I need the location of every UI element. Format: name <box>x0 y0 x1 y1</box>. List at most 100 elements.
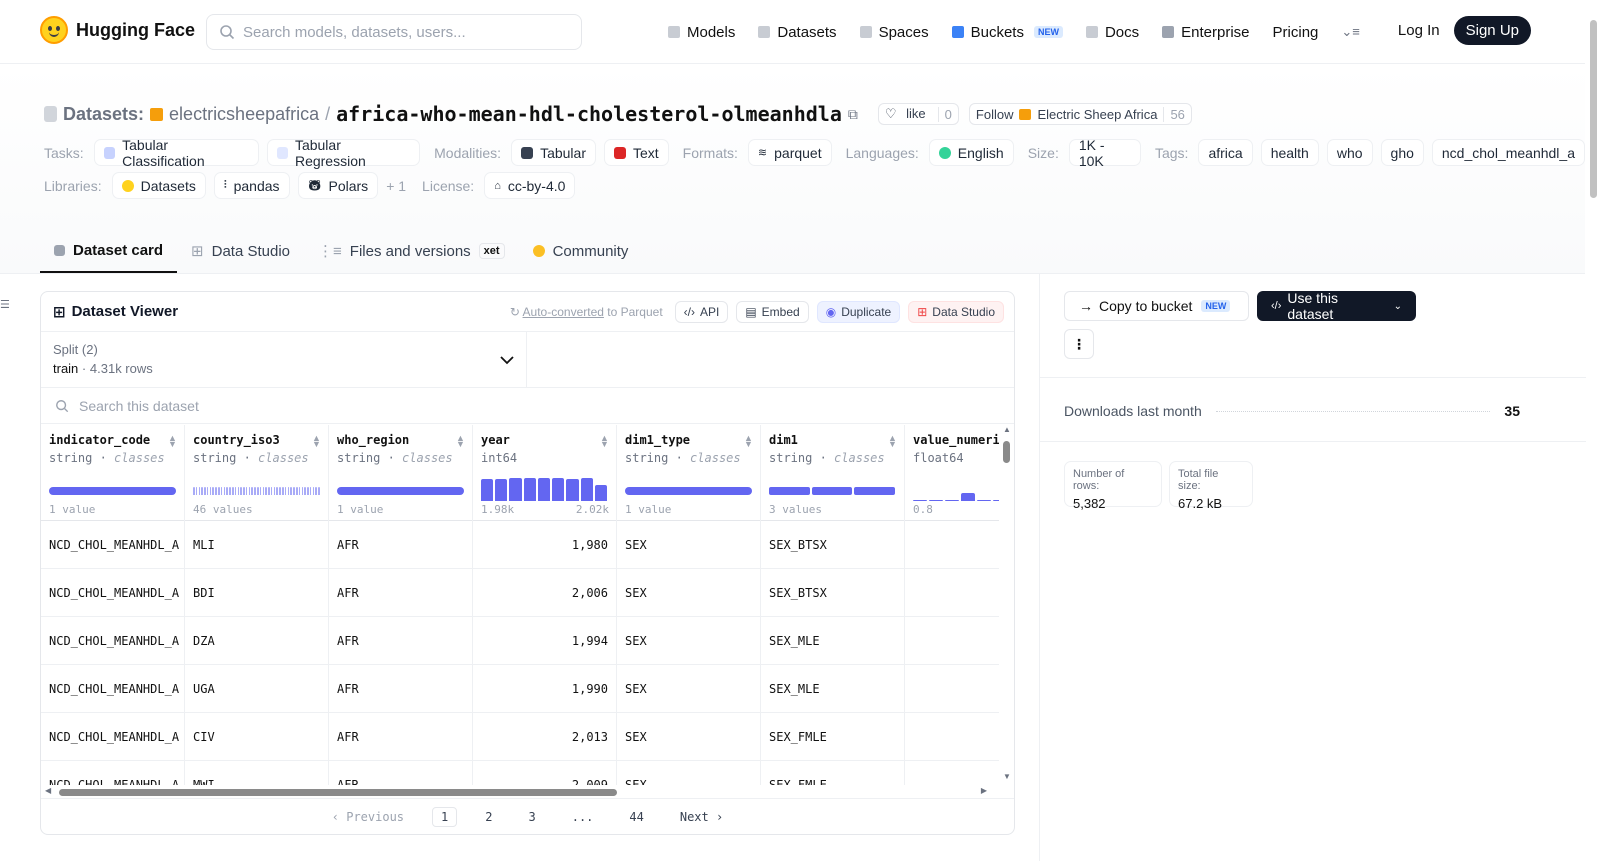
histogram-bar[interactable] <box>223 487 226 495</box>
histogram-bar[interactable] <box>945 500 959 501</box>
histogram-bar[interactable] <box>204 487 206 495</box>
table-cell[interactable]: NCD_CHOL_MEANHDL_A <box>41 761 184 786</box>
page-44-button[interactable]: 44 <box>629 809 644 824</box>
histogram-bar[interactable] <box>193 487 195 495</box>
use-this-dataset-button[interactable]: ‹/› Use this dataset ⌄ <box>1257 290 1416 322</box>
column-header[interactable]: who_region string · classes ▲ ▼ 1 value <box>329 425 472 521</box>
histogram-bar[interactable] <box>251 487 253 495</box>
table-cell[interactable]: SEX <box>617 665 760 713</box>
like-button[interactable]: ♡ like 0 <box>877 103 959 125</box>
more-options-button[interactable]: ⋮ <box>1064 329 1094 359</box>
column-header[interactable]: dim1_type string · classes ▲ ▼ 1 value <box>617 425 760 521</box>
histogram-bar[interactable] <box>993 500 999 501</box>
scroll-left-icon[interactable]: ◀ <box>45 786 52 795</box>
histogram-bar[interactable] <box>580 477 593 501</box>
histogram-bar[interactable] <box>245 487 248 495</box>
page-scroll-thumb[interactable] <box>1590 20 1597 198</box>
table-cell[interactable]: 1,990 <box>473 665 616 713</box>
sort-icon[interactable]: ▲ ▼ <box>456 433 465 449</box>
table-cell[interactable] <box>905 713 999 761</box>
tag-parquet[interactable]: ≋ parquet <box>747 139 832 166</box>
copy-icon[interactable]: ⧉ <box>847 105 858 122</box>
page-1-button[interactable]: 1 <box>432 806 458 827</box>
table-cell[interactable]: AFR <box>329 617 472 665</box>
tag-tabular-classification[interactable]: Tabular Classification <box>93 137 259 169</box>
table-cell[interactable]: SEX_MLE <box>761 665 904 713</box>
table-cell[interactable]: NCD_CHOL_MEANHDL_A <box>41 569 184 617</box>
table-cell[interactable]: UGA <box>185 665 328 713</box>
table-vertical-scrollbar[interactable]: ▲ ▼ <box>1001 425 1013 781</box>
horizontal-scroll-thumb[interactable] <box>59 789 617 796</box>
histogram-bar[interactable] <box>240 487 242 495</box>
embed-button[interactable]: ▤ Embed <box>736 300 809 323</box>
global-search-input[interactable] <box>243 23 563 41</box>
table-cell[interactable]: SEX <box>617 617 760 665</box>
table-cell[interactable]: NCD_CHOL_MEANHDL_A <box>41 521 184 569</box>
table-cell[interactable]: AFR <box>329 713 472 761</box>
histogram-bar[interactable] <box>293 487 295 495</box>
table-cell[interactable]: NCD_CHOL_MEANHDL_A <box>41 617 184 665</box>
table-cell[interactable]: BDI <box>185 569 328 617</box>
histogram-bar[interactable] <box>318 487 320 495</box>
page-3-button[interactable]: 3 <box>528 809 536 824</box>
breadcrumb-section[interactable]: Datasets: <box>63 103 145 124</box>
tag-gho[interactable]: gho <box>1380 139 1424 166</box>
histogram-bar[interactable] <box>282 487 284 495</box>
table-cell[interactable]: NCD_CHOL_MEANHDL_A <box>41 665 184 713</box>
histogram-bar[interactable] <box>49 487 176 495</box>
tag-ncd-chol[interactable]: ncd_chol_meanhdl_a <box>1431 139 1585 166</box>
api-button[interactable]: ‹/› API <box>674 300 729 323</box>
tag-who[interactable]: who <box>1326 139 1373 166</box>
table-cell[interactable]: MLI <box>185 521 328 569</box>
histogram-bar[interactable] <box>279 487 281 495</box>
table-cell[interactable]: SEX_MLE <box>761 617 904 665</box>
sort-icon[interactable]: ▲ ▼ <box>312 433 321 449</box>
histogram-bar[interactable] <box>509 477 522 501</box>
nav-pricing[interactable]: Pricing <box>1273 18 1319 46</box>
tag-license[interactable]: ⌂ cc-by-4.0 <box>484 172 576 199</box>
nav-more-menu[interactable]: ⌄≡ <box>1341 18 1359 46</box>
histogram-bar[interactable] <box>309 487 312 495</box>
tab-files-and-versions[interactable]: ⋮≡ Files and versions xet <box>304 229 519 273</box>
tab-dataset-card[interactable]: Dataset card <box>40 229 178 273</box>
histogram-bar[interactable] <box>961 493 975 501</box>
table-cell[interactable]: AFR <box>329 665 472 713</box>
table-cell[interactable]: SEX <box>617 761 760 786</box>
next-page-button[interactable]: Next › <box>679 809 724 824</box>
split-selector[interactable]: Split (2) train · 4.31k rows <box>41 332 527 387</box>
histogram-bar[interactable] <box>307 487 309 495</box>
histogram-bar[interactable] <box>231 487 234 495</box>
table-cell[interactable]: DZA <box>185 617 328 665</box>
tag-tabular[interactable]: Tabular <box>511 139 596 166</box>
histogram-bar[interactable] <box>495 478 508 501</box>
tag-size[interactable]: 1K - 10K <box>1068 137 1141 169</box>
breadcrumb-user[interactable]: electricsheepafrica <box>169 103 320 124</box>
table-cell[interactable] <box>905 665 999 713</box>
libraries-more[interactable]: + 1 <box>386 177 407 194</box>
histogram-bar[interactable] <box>226 487 228 495</box>
data-studio-button[interactable]: ⊞ Data Studio <box>908 300 1004 323</box>
histogram-bar[interactable] <box>769 487 810 495</box>
histogram-bar[interactable] <box>929 499 943 501</box>
follow-button[interactable]: Follow Electric Sheep Africa 56 <box>968 103 1192 125</box>
tag-polars[interactable]: 🐻︎ Polars <box>297 172 379 199</box>
table-cell[interactable]: AFR <box>329 569 472 617</box>
table-cell[interactable]: 2,009 <box>473 761 616 786</box>
tag-english[interactable]: English <box>928 139 1014 166</box>
global-search[interactable] <box>206 14 582 50</box>
histogram-bar[interactable] <box>195 487 198 495</box>
nav-enterprise[interactable]: Enterprise <box>1162 18 1250 46</box>
histogram-bar[interactable] <box>254 487 256 495</box>
histogram-bar[interactable] <box>552 477 565 501</box>
table-cell[interactable]: 2,013 <box>473 713 616 761</box>
histogram-bar[interactable] <box>198 487 201 495</box>
tag-tabular-regression[interactable]: Tabular Regression <box>266 137 421 169</box>
table-cell[interactable]: AFR <box>329 521 472 569</box>
histogram-bar[interactable] <box>301 487 304 495</box>
tab-data-studio[interactable]: ⊞ Data Studio <box>177 229 304 273</box>
copy-to-bucket-button[interactable]: → Copy to bucket NEW <box>1064 291 1249 321</box>
login-link[interactable]: Log In <box>1397 22 1440 39</box>
histogram-bar[interactable] <box>298 487 301 495</box>
histogram-bar[interactable] <box>312 487 315 495</box>
histogram-bar[interactable] <box>215 487 217 495</box>
